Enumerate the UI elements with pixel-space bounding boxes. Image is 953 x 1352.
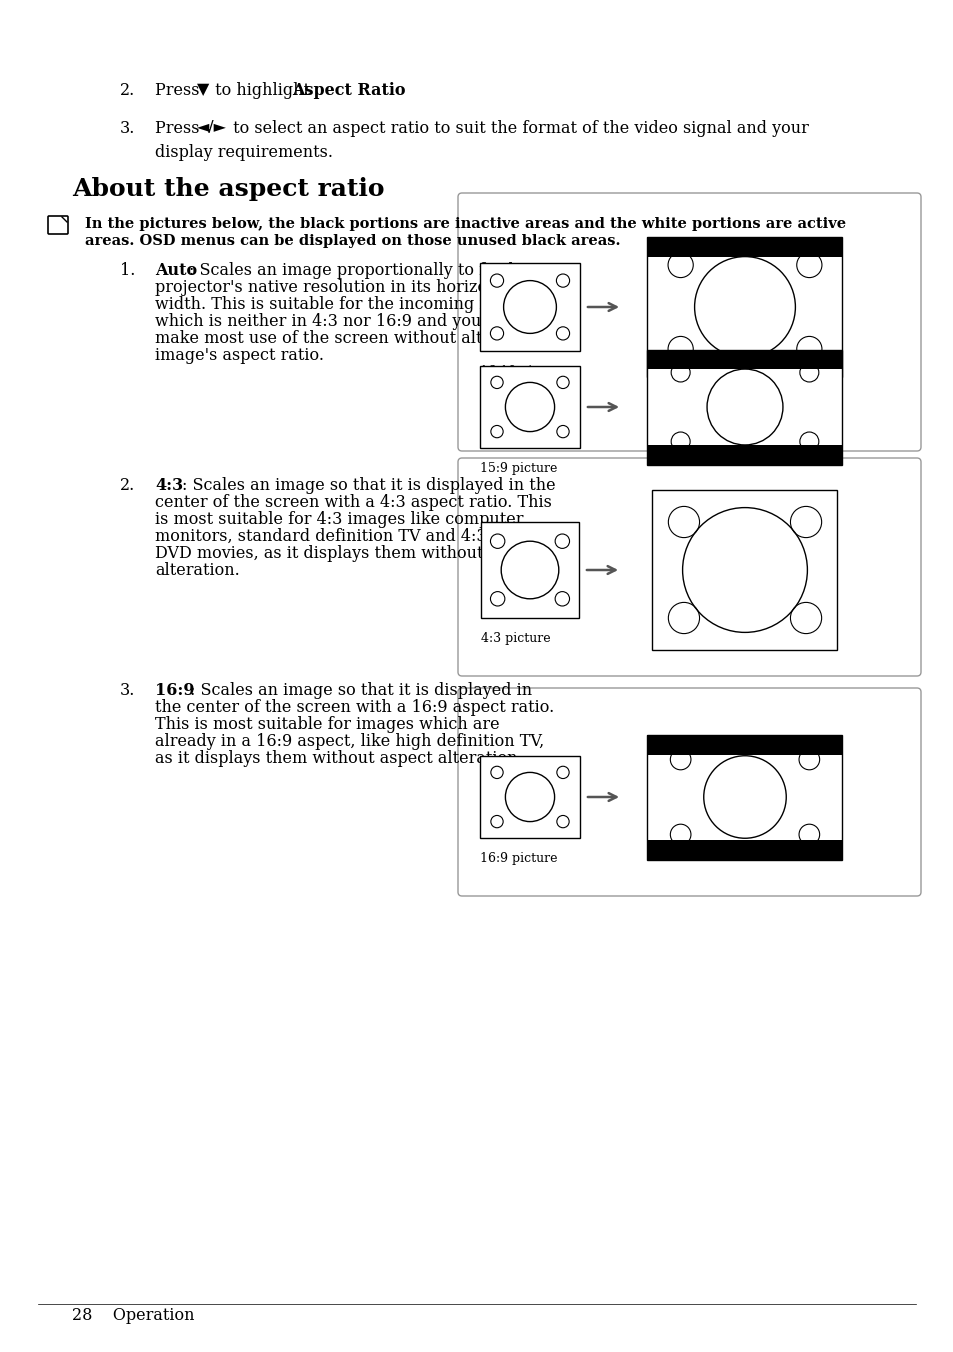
Text: to select an aspect ratio to suit the format of the video signal and your: to select an aspect ratio to suit the fo… [228, 120, 808, 137]
Bar [647, 840, 841, 860]
Text: as it displays them without aspect alteration.: as it displays them without aspect alter… [154, 750, 522, 767]
Text: already in a 16:9 aspect, like high definition TV,: already in a 16:9 aspect, like high defi… [154, 733, 543, 750]
Bar [647, 350, 841, 465]
Text: About the aspect ratio: About the aspect ratio [71, 177, 384, 201]
Text: alteration.: alteration. [154, 562, 239, 579]
Bar [479, 264, 579, 352]
Text: image's aspect ratio.: image's aspect ratio. [154, 347, 324, 364]
Text: 2.: 2. [120, 477, 135, 493]
Bar [479, 756, 579, 838]
Bar [479, 366, 579, 448]
Text: center of the screen with a 4:3 aspect ratio. This: center of the screen with a 4:3 aspect r… [154, 493, 551, 511]
Text: display requirements.: display requirements. [154, 145, 333, 161]
Text: the center of the screen with a 16:9 aspect ratio.: the center of the screen with a 16:9 asp… [154, 699, 554, 717]
Text: 28    Operation: 28 Operation [71, 1307, 194, 1324]
Text: This is most suitable for images which are: This is most suitable for images which a… [154, 717, 499, 733]
Bar [647, 734, 841, 860]
Text: ▼: ▼ [196, 82, 209, 97]
Text: : Scales an image so that it is displayed in the: : Scales an image so that it is displaye… [182, 477, 555, 493]
Text: monitors, standard definition TV and 4:3 aspect: monitors, standard definition TV and 4:3… [154, 529, 544, 545]
FancyBboxPatch shape [457, 458, 920, 676]
Bar [652, 489, 837, 650]
Text: 3.: 3. [120, 681, 135, 699]
FancyBboxPatch shape [457, 193, 920, 452]
Text: .: . [389, 82, 394, 99]
Text: ◄/►: ◄/► [196, 120, 227, 135]
Text: 3.: 3. [120, 120, 135, 137]
Text: 16:10 picture: 16:10 picture [479, 365, 565, 379]
Text: : Scales an image so that it is displayed in: : Scales an image so that it is displaye… [190, 681, 532, 699]
Text: is most suitable for 4:3 images like computer: is most suitable for 4:3 images like com… [154, 511, 523, 529]
FancyBboxPatch shape [457, 688, 920, 896]
Text: to highlight: to highlight [210, 82, 314, 99]
Text: areas. OSD menus can be displayed on those unused black areas.: areas. OSD menus can be displayed on tho… [85, 234, 619, 247]
Text: 2.: 2. [120, 82, 135, 99]
FancyBboxPatch shape [48, 216, 68, 234]
Text: : Scales an image proportionally to fit the: : Scales an image proportionally to fit … [189, 262, 528, 279]
Text: 4:3 picture: 4:3 picture [480, 631, 550, 645]
Text: In the pictures below, the black portions are inactive areas and the white porti: In the pictures below, the black portion… [85, 218, 845, 231]
Text: which is neither in 4:3 nor 16:9 and you want to: which is neither in 4:3 nor 16:9 and you… [154, 314, 547, 330]
Bar [480, 522, 578, 618]
Text: 15:9 picture: 15:9 picture [479, 462, 557, 475]
Text: Auto: Auto [154, 262, 197, 279]
Text: 16:9 picture: 16:9 picture [479, 852, 557, 865]
Text: Press: Press [154, 82, 204, 99]
Text: 4:3: 4:3 [154, 477, 183, 493]
Text: projector's native resolution in its horizontal: projector's native resolution in its hor… [154, 279, 518, 296]
Text: DVD movies, as it displays them without aspect: DVD movies, as it displays them without … [154, 545, 541, 562]
Bar [647, 350, 841, 369]
Bar [647, 445, 841, 465]
Text: 1.: 1. [120, 262, 135, 279]
Bar [647, 237, 841, 377]
Text: make most use of the screen without altering the: make most use of the screen without alte… [154, 330, 557, 347]
Bar [647, 734, 841, 754]
Text: Aspect Ratio: Aspect Ratio [292, 82, 405, 99]
Bar [647, 237, 841, 257]
Text: width. This is suitable for the incoming image: width. This is suitable for the incoming… [154, 296, 529, 314]
Text: Press: Press [154, 120, 204, 137]
Text: 16:9: 16:9 [154, 681, 194, 699]
